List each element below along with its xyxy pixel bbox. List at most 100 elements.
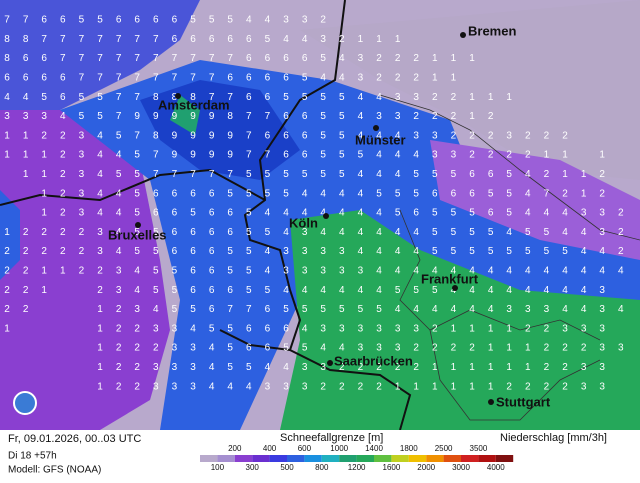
scale-label: 2000 <box>417 463 435 472</box>
grid-value: 5 <box>79 15 85 26</box>
grid-value: 4 <box>395 169 401 180</box>
grid-value: 1 <box>4 323 10 334</box>
grid-value: 6 <box>41 15 47 26</box>
grid-value: 4 <box>376 208 382 219</box>
colorbar-segment <box>339 455 357 462</box>
grid-value: 3 <box>599 304 605 315</box>
grid-value: 2 <box>97 285 103 296</box>
grid-value: 5 <box>246 208 252 219</box>
colorbar-segment <box>217 455 235 462</box>
grid-value: 7 <box>116 111 122 122</box>
grid-value: 3 <box>358 266 364 277</box>
grid-value: 4 <box>395 304 401 315</box>
scale-label: 1200 <box>348 463 366 472</box>
grid-value: 7 <box>209 169 215 180</box>
grid-value: 7 <box>227 53 233 64</box>
grid-value: 6 <box>134 15 140 26</box>
grid-value: 1 <box>97 343 103 354</box>
grid-value: 1 <box>23 130 29 141</box>
grid-value: 5 <box>302 343 308 354</box>
grid-value: 7 <box>97 34 103 45</box>
grid-value: 3 <box>320 323 326 334</box>
grid-value: 5 <box>562 246 568 257</box>
snow-title: Schneefallgrenze [m] <box>280 432 383 444</box>
grid-value: 6 <box>283 323 289 334</box>
colorbar-segment <box>200 455 218 462</box>
grid-value: 3 <box>302 246 308 257</box>
grid-value: 8 <box>23 34 29 45</box>
city-label: Stuttgart <box>496 394 551 409</box>
grid-value: 2 <box>41 246 47 257</box>
grid-value: 3 <box>581 362 587 373</box>
grid-value: 3 <box>339 266 345 277</box>
grid-value: 4 <box>376 285 382 296</box>
grid-value: 7 <box>134 92 140 103</box>
grid-value: 5 <box>320 150 326 161</box>
grid-value: 5 <box>172 285 178 296</box>
grid-value: 5 <box>246 227 252 238</box>
grid-value: 3 <box>302 227 308 238</box>
grid-value: 7 <box>60 53 66 64</box>
grid-value: 6 <box>227 208 233 219</box>
region <box>0 110 170 430</box>
grid-value: 3 <box>339 246 345 257</box>
scale-label: 4000 <box>487 463 505 472</box>
grid-value: 3 <box>116 285 122 296</box>
colorbar-segment <box>408 455 427 462</box>
grid-value: 4 <box>116 246 122 257</box>
grid-value: 1 <box>97 323 103 334</box>
grid-value: 3 <box>395 111 401 122</box>
grid-value: 2 <box>116 304 122 315</box>
grid-value: 9 <box>190 130 196 141</box>
grid-value: 1 <box>4 130 10 141</box>
grid-value: 2 <box>525 381 531 392</box>
grid-value: 4 <box>506 285 512 296</box>
grid-value: 5 <box>395 188 401 199</box>
grid-value: 4 <box>525 188 531 199</box>
grid-value: 1 <box>581 188 587 199</box>
grid-value: 5 <box>320 92 326 103</box>
grid-value: 7 <box>265 150 271 161</box>
grid-value: 2 <box>451 130 457 141</box>
grid-value: 4 <box>395 246 401 257</box>
scale-label: 2500 <box>435 444 453 453</box>
grid-value: 2 <box>469 343 475 354</box>
grid-value: 3 <box>339 323 345 334</box>
grid-value: 1 <box>395 34 401 45</box>
grid-value: 4 <box>562 266 568 277</box>
grid-value: 2 <box>23 266 29 277</box>
grid-value: 2 <box>60 130 66 141</box>
grid-value: 6 <box>488 208 494 219</box>
grid-value: 6 <box>246 343 252 354</box>
grid-value: 5 <box>358 304 364 315</box>
grid-value: 6 <box>302 130 308 141</box>
grid-value: 1 <box>488 323 494 334</box>
grid-value: 2 <box>544 169 550 180</box>
grid-value: 5 <box>79 92 85 103</box>
colorbar-segment <box>321 455 340 462</box>
grid-value: 9 <box>209 150 215 161</box>
grid-value: 7 <box>209 73 215 84</box>
city-dot <box>488 399 494 405</box>
grid-value: 4 <box>320 227 326 238</box>
colorbar-segment <box>304 455 322 462</box>
grid-value: 4 <box>562 304 568 315</box>
grid-value: 3 <box>413 130 419 141</box>
grid-value: 1 <box>451 73 457 84</box>
grid-value: 6 <box>41 73 47 84</box>
grid-value: 2 <box>60 169 66 180</box>
grid-value: 6 <box>23 53 29 64</box>
grid-value: 1 <box>488 362 494 373</box>
grid-value: 5 <box>413 169 419 180</box>
grid-value: 6 <box>283 150 289 161</box>
grid-value: 4 <box>209 343 215 354</box>
grid-value: 1 <box>358 34 364 45</box>
grid-value: 4 <box>581 227 587 238</box>
grid-value: 4 <box>302 323 308 334</box>
grid-value: 2 <box>544 362 550 373</box>
grid-value: 4 <box>432 266 438 277</box>
grid-value: 3 <box>283 15 289 26</box>
scale-label: 1000 <box>330 444 348 453</box>
grid-value: 2 <box>432 323 438 334</box>
grid-value: 6 <box>172 208 178 219</box>
